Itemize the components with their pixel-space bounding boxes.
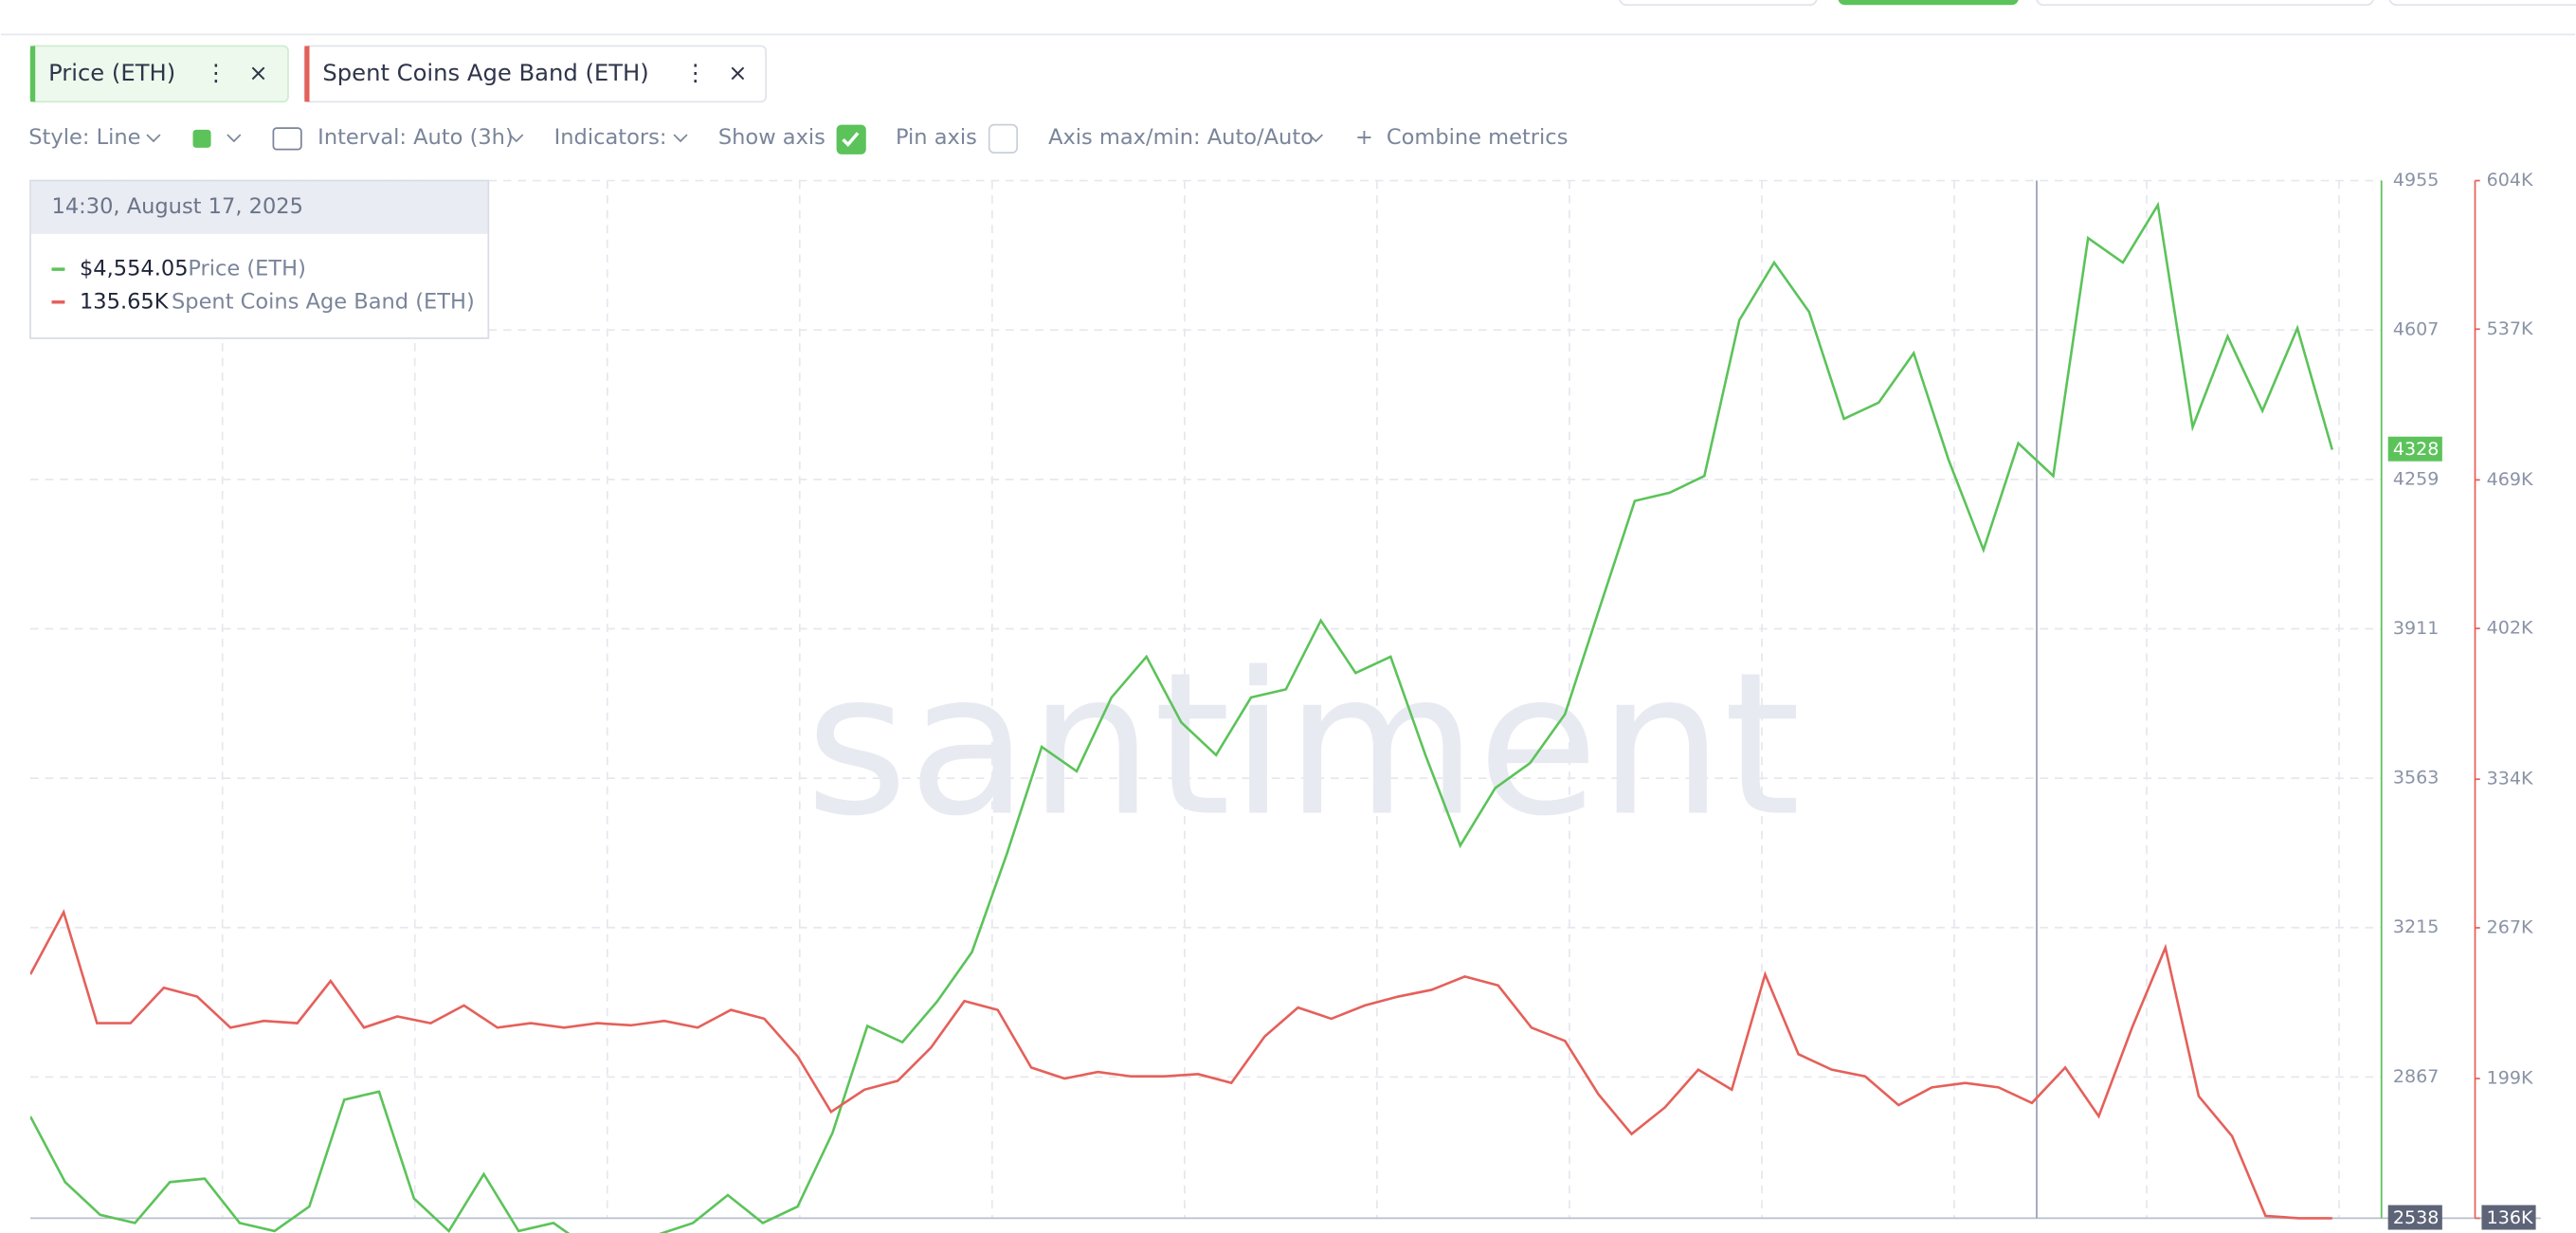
tooltip-metric: Price (ETH)	[188, 257, 306, 281]
tooltip-date: 14:30, August 17, 2025	[52, 194, 303, 219]
chevron	[1308, 134, 1323, 143]
y-tick-label: 3563	[2393, 768, 2439, 789]
y-tick-label: 2538	[2393, 1207, 2439, 1228]
interval-select[interactable]: Interval: Auto (3h)	[317, 125, 514, 150]
watermark: santiment	[806, 630, 1801, 860]
tooltip-value: $4,554.05	[80, 257, 189, 281]
indicators-select[interactable]: Indicators:	[554, 125, 667, 150]
tab-label: Price (ETH)	[48, 59, 175, 86]
pin-axis-label: Pin axis	[896, 125, 977, 150]
tab-menu[interactable]: ⋮	[205, 59, 227, 86]
y-tick-label: 3215	[2393, 916, 2439, 937]
y-tick-label: 4259	[2393, 468, 2439, 489]
tooltip-metric: Spent Coins Age Band (ETH)	[172, 289, 475, 314]
y2-tick-label: 199K	[2487, 1068, 2533, 1089]
y2-tick-label: 537K	[2487, 318, 2533, 339]
lines	[30, 201, 2334, 1233]
last-value-box	[2387, 436, 2442, 462]
check	[842, 132, 860, 147]
y2-tick-label: 267K	[2487, 916, 2533, 937]
chevron	[146, 134, 161, 143]
y-tick-label: 3911	[2393, 618, 2439, 639]
color-picker[interactable]	[192, 129, 211, 148]
y-min-box	[2387, 1205, 2442, 1230]
y2-tick-label: 402K	[2487, 618, 2533, 639]
pin-axis-checkbox[interactable]	[988, 123, 1019, 154]
tab-accent	[30, 45, 36, 102]
series-line	[30, 201, 2334, 1233]
chevron	[227, 134, 242, 143]
combine-metrics[interactable]: Combine metrics	[1387, 125, 1569, 150]
tab-close[interactable]: ×	[248, 59, 267, 86]
style-select[interactable]: Style: Line	[28, 125, 140, 150]
plot: 2538 2867 3215 3563 3911 4259 4607 4955 136K 199K…	[30, 170, 2541, 1230]
y-tick-label: 4607	[2393, 319, 2439, 340]
tooltip-header	[30, 181, 488, 234]
last-value-label: 4328	[2393, 439, 2439, 460]
plus-icon: +	[1355, 125, 1373, 150]
y2-tick-label: 334K	[2487, 769, 2533, 789]
tab-menu[interactable]: ⋮	[683, 59, 706, 86]
y2-tick-label: 604K	[2487, 170, 2533, 190]
tab-accent	[304, 45, 310, 102]
chevron	[673, 134, 688, 143]
top-button[interactable]	[1619, 0, 1818, 7]
top-button[interactable]	[2036, 0, 2374, 7]
series-line	[30, 909, 2332, 1220]
y-tick-label: 2867	[2393, 1066, 2439, 1087]
chevron	[509, 134, 524, 143]
interval-icon	[272, 127, 302, 151]
top-button[interactable]	[2388, 0, 2576, 7]
tab-close[interactable]: ×	[728, 59, 747, 86]
y2-min-box	[2481, 1205, 2536, 1230]
tooltip-value: 135.65K	[80, 289, 170, 314]
y-tick-label: 4955	[2393, 170, 2439, 190]
axis-maxmin-select[interactable]: Axis max/min: Auto/Auto	[1048, 125, 1314, 150]
y2-tick-label: 469K	[2487, 469, 2533, 490]
tab-label: Spent Coins Age Band (ETH)	[322, 59, 648, 86]
show-axis-label: Show axis	[718, 125, 825, 150]
y2-tick-label: 136K	[2487, 1207, 2533, 1228]
top-button[interactable]	[1838, 0, 2019, 6]
